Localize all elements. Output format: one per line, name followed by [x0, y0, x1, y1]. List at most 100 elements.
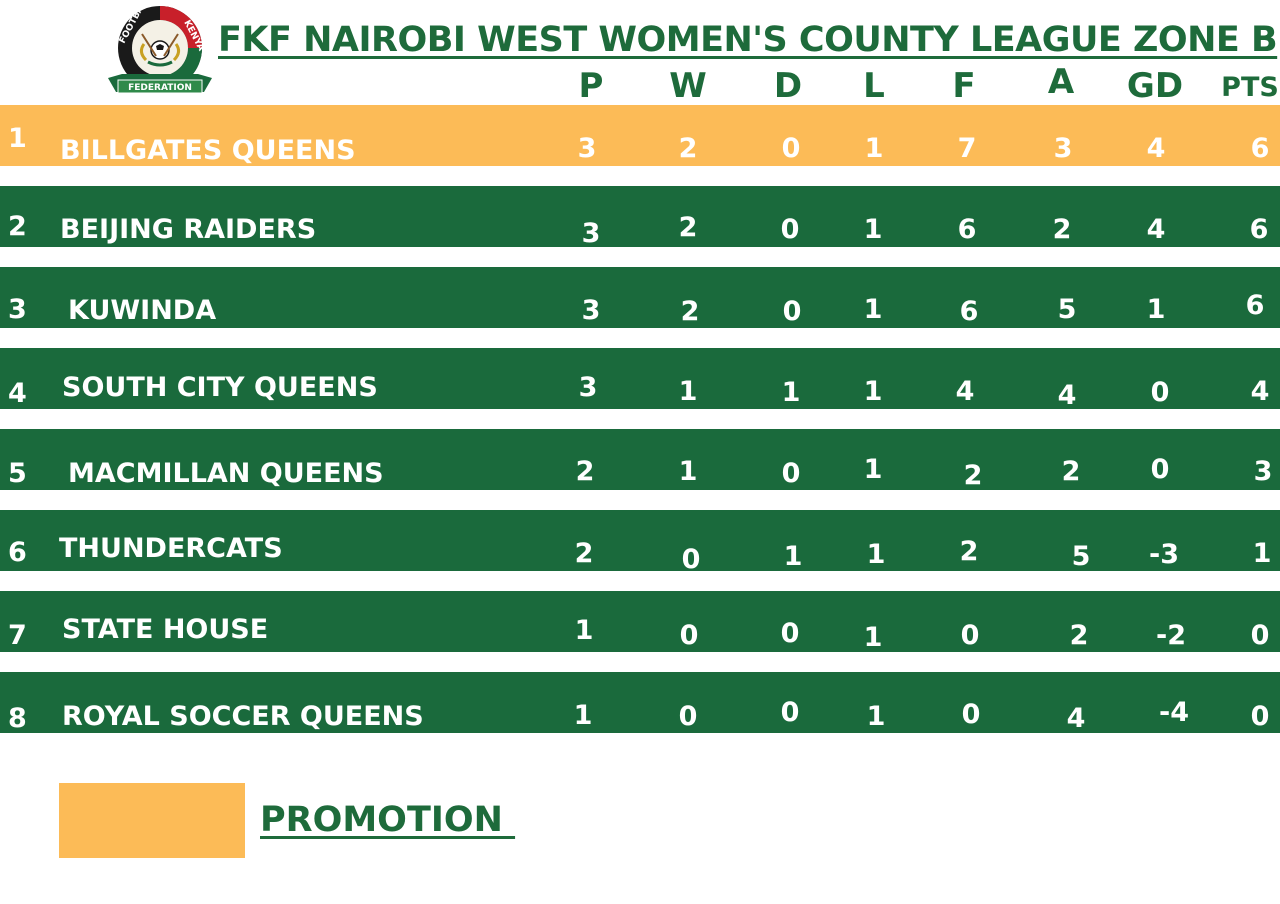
row-position: 8 [8, 703, 27, 734]
cell-for: 2 [963, 460, 983, 491]
cell-lost: 1 [863, 214, 883, 245]
cell-goal-difference: -3 [1149, 539, 1179, 570]
cell-for: 0 [961, 699, 981, 730]
cell-points: 6 [1245, 290, 1265, 321]
cell-for: 6 [959, 296, 979, 327]
cell-for: 4 [955, 376, 975, 407]
cell-lost: 1 [863, 294, 883, 325]
table-row: 8 ROYAL SOCCER QUEENS 1 0 0 1 0 4 -4 0 [0, 672, 1280, 734]
cell-lost: 1 [863, 454, 883, 485]
cell-won: 0 [678, 701, 698, 732]
cell-played: 3 [581, 218, 601, 249]
cell-goal-difference: 4 [1146, 133, 1166, 164]
cell-for: 7 [957, 133, 977, 164]
cell-played: 2 [575, 456, 595, 487]
logo-text-federation: FEDERATION [128, 83, 192, 93]
team-name: THUNDERCATS [59, 533, 283, 564]
cell-lost: 1 [863, 622, 883, 653]
col-header-p: P [578, 66, 604, 106]
row-position: 2 [8, 211, 27, 242]
cell-drawn: 1 [783, 541, 803, 572]
cell-goal-difference: -2 [1156, 620, 1186, 651]
cell-lost: 1 [866, 701, 886, 732]
cell-won: 2 [680, 296, 700, 327]
table-row: 1 BILLGATES QUEENS 3 2 0 1 7 3 4 6 [0, 105, 1280, 166]
cell-won: 2 [678, 212, 698, 243]
team-name: BEIJING RAIDERS [60, 214, 317, 245]
fkf-logo-icon: FOOTBALL KENYA FEDERATION [108, 4, 212, 94]
cell-played: 3 [581, 295, 601, 326]
cell-points: 0 [1250, 701, 1270, 732]
cell-against: 5 [1057, 294, 1077, 325]
col-header-gd: GD [1126, 66, 1184, 106]
team-name: KUWINDA [68, 295, 217, 326]
team-name: SOUTH CITY QUEENS [62, 372, 378, 403]
cell-against: 5 [1071, 541, 1091, 572]
row-position: 7 [8, 620, 27, 651]
cell-won: 0 [681, 544, 701, 575]
promotion-label: PROMOTION [260, 800, 516, 840]
cell-points: 4 [1250, 376, 1270, 407]
team-name: STATE HOUSE [62, 614, 269, 645]
col-header-l: L [863, 66, 885, 106]
col-header-pts: PTS [1221, 72, 1279, 103]
cell-against: 4 [1066, 703, 1086, 734]
col-header-d: D [773, 66, 803, 106]
cell-lost: 1 [863, 376, 883, 407]
cell-for: 0 [960, 620, 980, 651]
cell-played: 3 [577, 133, 597, 164]
cell-points: 6 [1249, 214, 1269, 245]
cell-points: 3 [1253, 456, 1273, 487]
table-row: 6 THUNDERCATS 2 0 1 1 2 5 -3 1 [0, 510, 1280, 575]
cell-against: 2 [1052, 214, 1072, 245]
row-position: 3 [8, 294, 27, 325]
team-name: BILLGATES QUEENS [60, 135, 356, 166]
cell-goal-difference: 4 [1146, 214, 1166, 245]
cell-points: 0 [1250, 620, 1270, 651]
cell-drawn: 0 [782, 296, 802, 327]
cell-points: 1 [1252, 538, 1272, 569]
cell-for: 2 [959, 536, 979, 567]
col-header-f: F [952, 66, 976, 106]
col-header-a: A [1047, 62, 1075, 102]
cell-lost: 1 [864, 133, 884, 164]
table-row: 5 MACMILLAN QUEENS 2 1 0 1 2 2 0 3 [0, 429, 1280, 491]
table-row: 2 BEIJING RAIDERS 3 2 0 1 6 2 4 6 [0, 186, 1280, 249]
cell-points: 6 [1250, 133, 1270, 164]
cell-against: 3 [1053, 133, 1073, 164]
cell-goal-difference: 1 [1146, 294, 1166, 325]
cell-against: 4 [1057, 380, 1077, 411]
cell-against: 2 [1061, 456, 1081, 487]
row-position: 5 [8, 458, 27, 489]
cell-played: 2 [574, 538, 594, 569]
table-row: 3 KUWINDA 3 2 0 1 6 5 1 6 [0, 267, 1280, 328]
cell-goal-difference: -4 [1159, 697, 1189, 728]
cell-played: 1 [573, 700, 593, 731]
table-row: 4 SOUTH CITY QUEENS 3 1 1 1 4 4 0 4 [0, 348, 1280, 411]
cell-won: 0 [679, 620, 699, 651]
cell-drawn: 0 [780, 214, 800, 245]
cell-against: 2 [1069, 620, 1089, 651]
cell-played: 1 [574, 615, 594, 646]
row-position: 1 [8, 123, 27, 154]
cell-goal-difference: 0 [1150, 454, 1170, 485]
cell-drawn: 0 [781, 133, 801, 164]
row-position: 4 [8, 378, 27, 409]
cell-won: 2 [678, 133, 698, 164]
cell-drawn: 0 [781, 458, 801, 489]
team-name: ROYAL SOCCER QUEENS [62, 701, 424, 732]
cell-drawn: 0 [780, 697, 800, 728]
team-name: MACMILLAN QUEENS [68, 458, 384, 489]
cell-goal-difference: 0 [1150, 377, 1170, 408]
table-row: 7 STATE HOUSE 1 0 0 1 0 2 -2 0 [0, 591, 1280, 653]
cell-won: 1 [678, 456, 698, 487]
cell-drawn: 1 [781, 377, 801, 408]
row-position: 6 [8, 537, 27, 568]
cell-won: 1 [678, 376, 698, 407]
promotion-swatch [59, 783, 245, 858]
cell-for: 6 [957, 214, 977, 245]
cell-played: 3 [578, 372, 598, 403]
page-title: FKF NAIROBI WEST WOMEN'S COUNTY LEAGUE Z… [218, 20, 1278, 60]
cell-drawn: 0 [780, 618, 800, 649]
col-header-w: W [669, 66, 707, 106]
